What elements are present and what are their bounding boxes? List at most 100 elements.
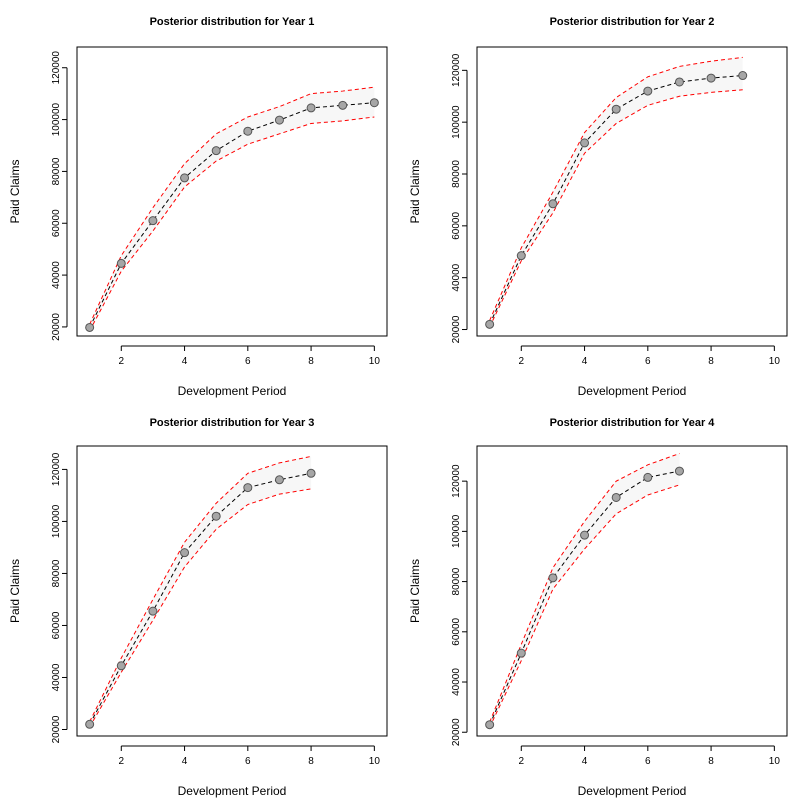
chart-title: Posterior distribution for Year 4: [550, 417, 716, 429]
x-tick-label: 2: [519, 756, 525, 767]
series-line-upper: [489, 56, 743, 321]
x-tick-label: 10: [769, 356, 781, 367]
x-tick-label: 4: [182, 756, 188, 767]
data-point: [580, 138, 590, 148]
x-tick-label: 10: [369, 356, 381, 367]
x-axis-label: Development Period: [178, 784, 287, 798]
data-point: [274, 475, 284, 485]
data-point: [485, 319, 495, 329]
y-tick-label: 120000: [51, 452, 62, 486]
x-tick-label: 4: [182, 356, 188, 367]
data-point: [306, 468, 316, 478]
x-tick-label: 6: [245, 756, 251, 767]
data-point: [516, 648, 526, 658]
x-tick-label: 10: [369, 756, 381, 767]
y-tick-label: 100000: [451, 105, 462, 139]
data-point: [180, 173, 190, 183]
x-axis-label: Development Period: [578, 784, 687, 798]
y-tick-label: 20000: [451, 718, 462, 746]
y-tick-label: 40000: [51, 663, 62, 691]
x-axis-label: Development Period: [578, 384, 687, 398]
x-tick-label: 4: [582, 756, 588, 767]
data-point: [516, 251, 526, 261]
data-point: [116, 661, 126, 671]
series-line-lower: [89, 488, 312, 728]
x-tick-label: 8: [308, 356, 314, 367]
x-tick-label: 8: [708, 756, 714, 767]
series-line-lower: [489, 89, 743, 328]
data-point: [643, 472, 653, 482]
y-axis-label: Paid Claims: [408, 559, 422, 623]
data-point: [85, 719, 95, 729]
y-axis-label: Paid Claims: [8, 559, 22, 623]
y-tick-label: 60000: [451, 212, 462, 240]
chart-title: Posterior distribution for Year 3: [150, 417, 315, 429]
y-tick-label: 80000: [451, 160, 462, 188]
data-point: [148, 606, 158, 616]
data-point: [243, 483, 253, 493]
data-point: [674, 466, 684, 476]
x-tick-label: 10: [769, 756, 781, 767]
y-axis-label: Paid Claims: [8, 159, 22, 223]
chart-title: Posterior distribution for Year 1: [150, 16, 315, 28]
y-tick-label: 40000: [451, 668, 462, 696]
y-tick-label: 20000: [451, 315, 462, 343]
y-tick-label: 80000: [451, 567, 462, 595]
data-point: [674, 77, 684, 87]
credible-band: [89, 87, 375, 331]
series-line-upper: [89, 86, 375, 325]
y-tick-label: 40000: [51, 261, 62, 289]
chart-panel-1: Posterior distribution for Year 1 2 4 6 8 10 2…: [8, 16, 388, 398]
x-tick-label: 4: [582, 356, 588, 367]
data-point: [369, 98, 379, 108]
y-tick-label: 80000: [51, 559, 62, 587]
series-line-lower: [489, 484, 680, 728]
y-tick-label: 120000: [451, 464, 462, 498]
data-point: [548, 199, 558, 209]
data-point: [243, 126, 253, 136]
x-axis-label: Development Period: [178, 384, 287, 398]
data-point: [706, 73, 716, 83]
data-point: [274, 115, 284, 125]
x-tick-label: 6: [645, 756, 651, 767]
data-point: [211, 511, 221, 521]
data-point: [611, 104, 621, 114]
data-point: [85, 322, 95, 332]
data-point: [611, 492, 621, 502]
data-point: [548, 573, 558, 583]
y-tick-label: 100000: [51, 504, 62, 538]
y-tick-label: 120000: [451, 53, 462, 87]
credible-band: [489, 453, 680, 728]
x-tick-label: 2: [119, 356, 125, 367]
data-point: [211, 146, 221, 156]
y-tick-label: 60000: [51, 209, 62, 237]
series-line-upper: [89, 455, 312, 722]
credible-band: [489, 57, 743, 327]
data-point: [306, 103, 316, 113]
series-line-mean: [89, 472, 312, 725]
data-point: [485, 720, 495, 730]
series-line-mean: [489, 470, 680, 725]
x-tick-label: 8: [308, 756, 314, 767]
plot-frame: [76, 445, 388, 737]
y-tick-label: 120000: [51, 51, 62, 85]
y-tick-label: 20000: [51, 313, 62, 341]
data-point: [148, 216, 158, 226]
x-tick-label: 6: [245, 356, 251, 367]
plot-frame: [476, 46, 788, 337]
chart-panel-4: Posterior distribution for Year 4 2 4 6 8 10 2…: [408, 417, 788, 798]
data-point: [180, 548, 190, 558]
x-tick-label: 2: [119, 756, 125, 767]
y-tick-label: 60000: [51, 611, 62, 639]
data-point: [738, 71, 748, 81]
data-point: [116, 258, 126, 268]
series-line-mean: [89, 102, 375, 328]
x-tick-label: 6: [645, 356, 651, 367]
y-tick-label: 80000: [51, 157, 62, 185]
chart-title: Posterior distribution for Year 2: [550, 16, 715, 28]
y-tick-label: 40000: [451, 263, 462, 291]
chart-panel-2: Posterior distribution for Year 2 2 4 6 8 10 2…: [408, 16, 788, 398]
data-point: [580, 530, 590, 540]
